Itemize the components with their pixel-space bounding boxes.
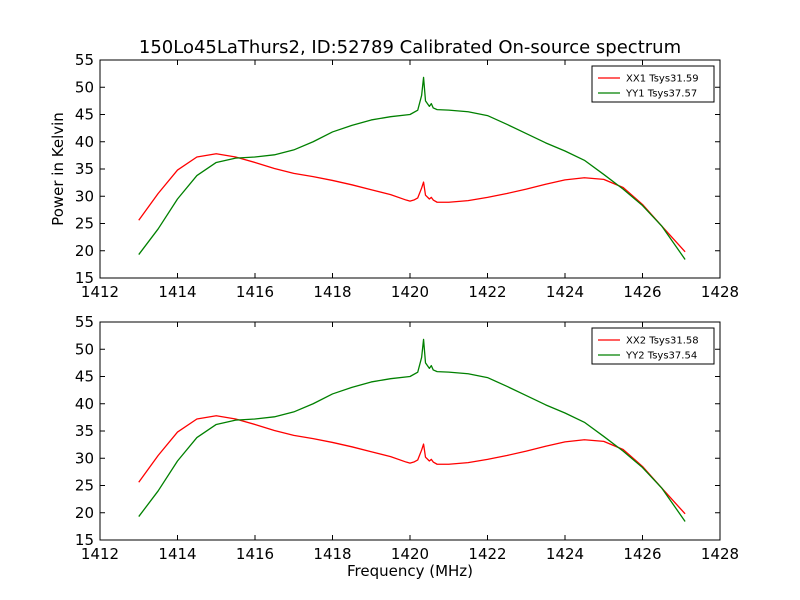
x-tick-label: 1420 xyxy=(391,545,429,563)
y-axis-label: Power in Kelvin xyxy=(49,112,67,226)
y-tick-label: 35 xyxy=(75,422,94,440)
x-tick-label: 1416 xyxy=(236,283,274,301)
y-tick-label: 15 xyxy=(75,269,94,287)
x-tick-label: 1426 xyxy=(623,545,661,563)
x-tick-label: 1418 xyxy=(313,545,351,563)
x-axis-label: Frequency (MHz) xyxy=(347,562,473,580)
x-tick-label: 1420 xyxy=(391,283,429,301)
x-tick-label: 1414 xyxy=(158,545,196,563)
x-tick-label: 1422 xyxy=(468,545,506,563)
legend-label-2: YY2 Tsys37.54 xyxy=(625,351,697,362)
series-line-1 xyxy=(138,153,686,253)
legend-box xyxy=(591,65,715,103)
figure-title: 150Lo45LaThurs2, ID:52789 Calibrated On-… xyxy=(139,37,681,58)
y-tick-label: 20 xyxy=(75,504,94,522)
x-tick-label: 1428 xyxy=(701,545,739,563)
y-tick-label: 30 xyxy=(75,187,94,205)
x-tick-label: 1416 xyxy=(236,545,274,563)
series-line-2 xyxy=(138,76,686,260)
y-tick-label: 25 xyxy=(75,477,94,495)
y-tick-label: 55 xyxy=(75,313,94,331)
y-tick-label: 45 xyxy=(75,106,94,124)
legend-label-1: XX2 Tsys31.58 xyxy=(626,336,699,347)
plot-panel-2: 1412 1414 1416 1418 1420 1422 1424 1426 1428 15 20… xyxy=(75,313,739,580)
y-tick-label: 20 xyxy=(75,242,94,260)
x-tick-label: 1412 xyxy=(81,545,119,563)
legend: XX1 Tsys31.59 YY1 Tsys37.57 xyxy=(591,65,715,103)
x-tick-label: 1418 xyxy=(313,283,351,301)
legend: XX2 Tsys31.58 YY2 Tsys37.54 xyxy=(591,327,715,365)
x-tick-label: 1428 xyxy=(701,283,739,301)
x-tick-label: 1412 xyxy=(81,283,119,301)
x-tick-label: 1414 xyxy=(158,283,196,301)
y-tick-label: 35 xyxy=(75,160,94,178)
y-tick-label: 25 xyxy=(75,215,94,233)
legend-label-1: XX1 Tsys31.59 xyxy=(626,74,699,85)
legend-label-2: YY1 Tsys37.57 xyxy=(625,89,697,100)
y-tick-label: 45 xyxy=(75,368,94,386)
x-tick-label: 1426 xyxy=(623,283,661,301)
y-tick-label: 15 xyxy=(75,531,94,549)
y-tick-label: 55 xyxy=(75,51,94,69)
y-tick-label: 40 xyxy=(75,133,94,151)
y-tick-label: 30 xyxy=(75,449,94,467)
series-line-2 xyxy=(138,338,686,522)
plot-panel-1: 1412 1414 1416 1418 1420 1422 1424 1426 1428 15 20… xyxy=(49,51,739,301)
series-line-1 xyxy=(138,415,686,515)
y-tick-label: 50 xyxy=(75,78,94,96)
x-tick-label: 1422 xyxy=(468,283,506,301)
x-tick-label: 1424 xyxy=(546,545,584,563)
y-tick-label: 40 xyxy=(75,395,94,413)
legend-box xyxy=(591,327,715,365)
y-tick-label: 50 xyxy=(75,340,94,358)
x-tick-label: 1424 xyxy=(546,283,584,301)
